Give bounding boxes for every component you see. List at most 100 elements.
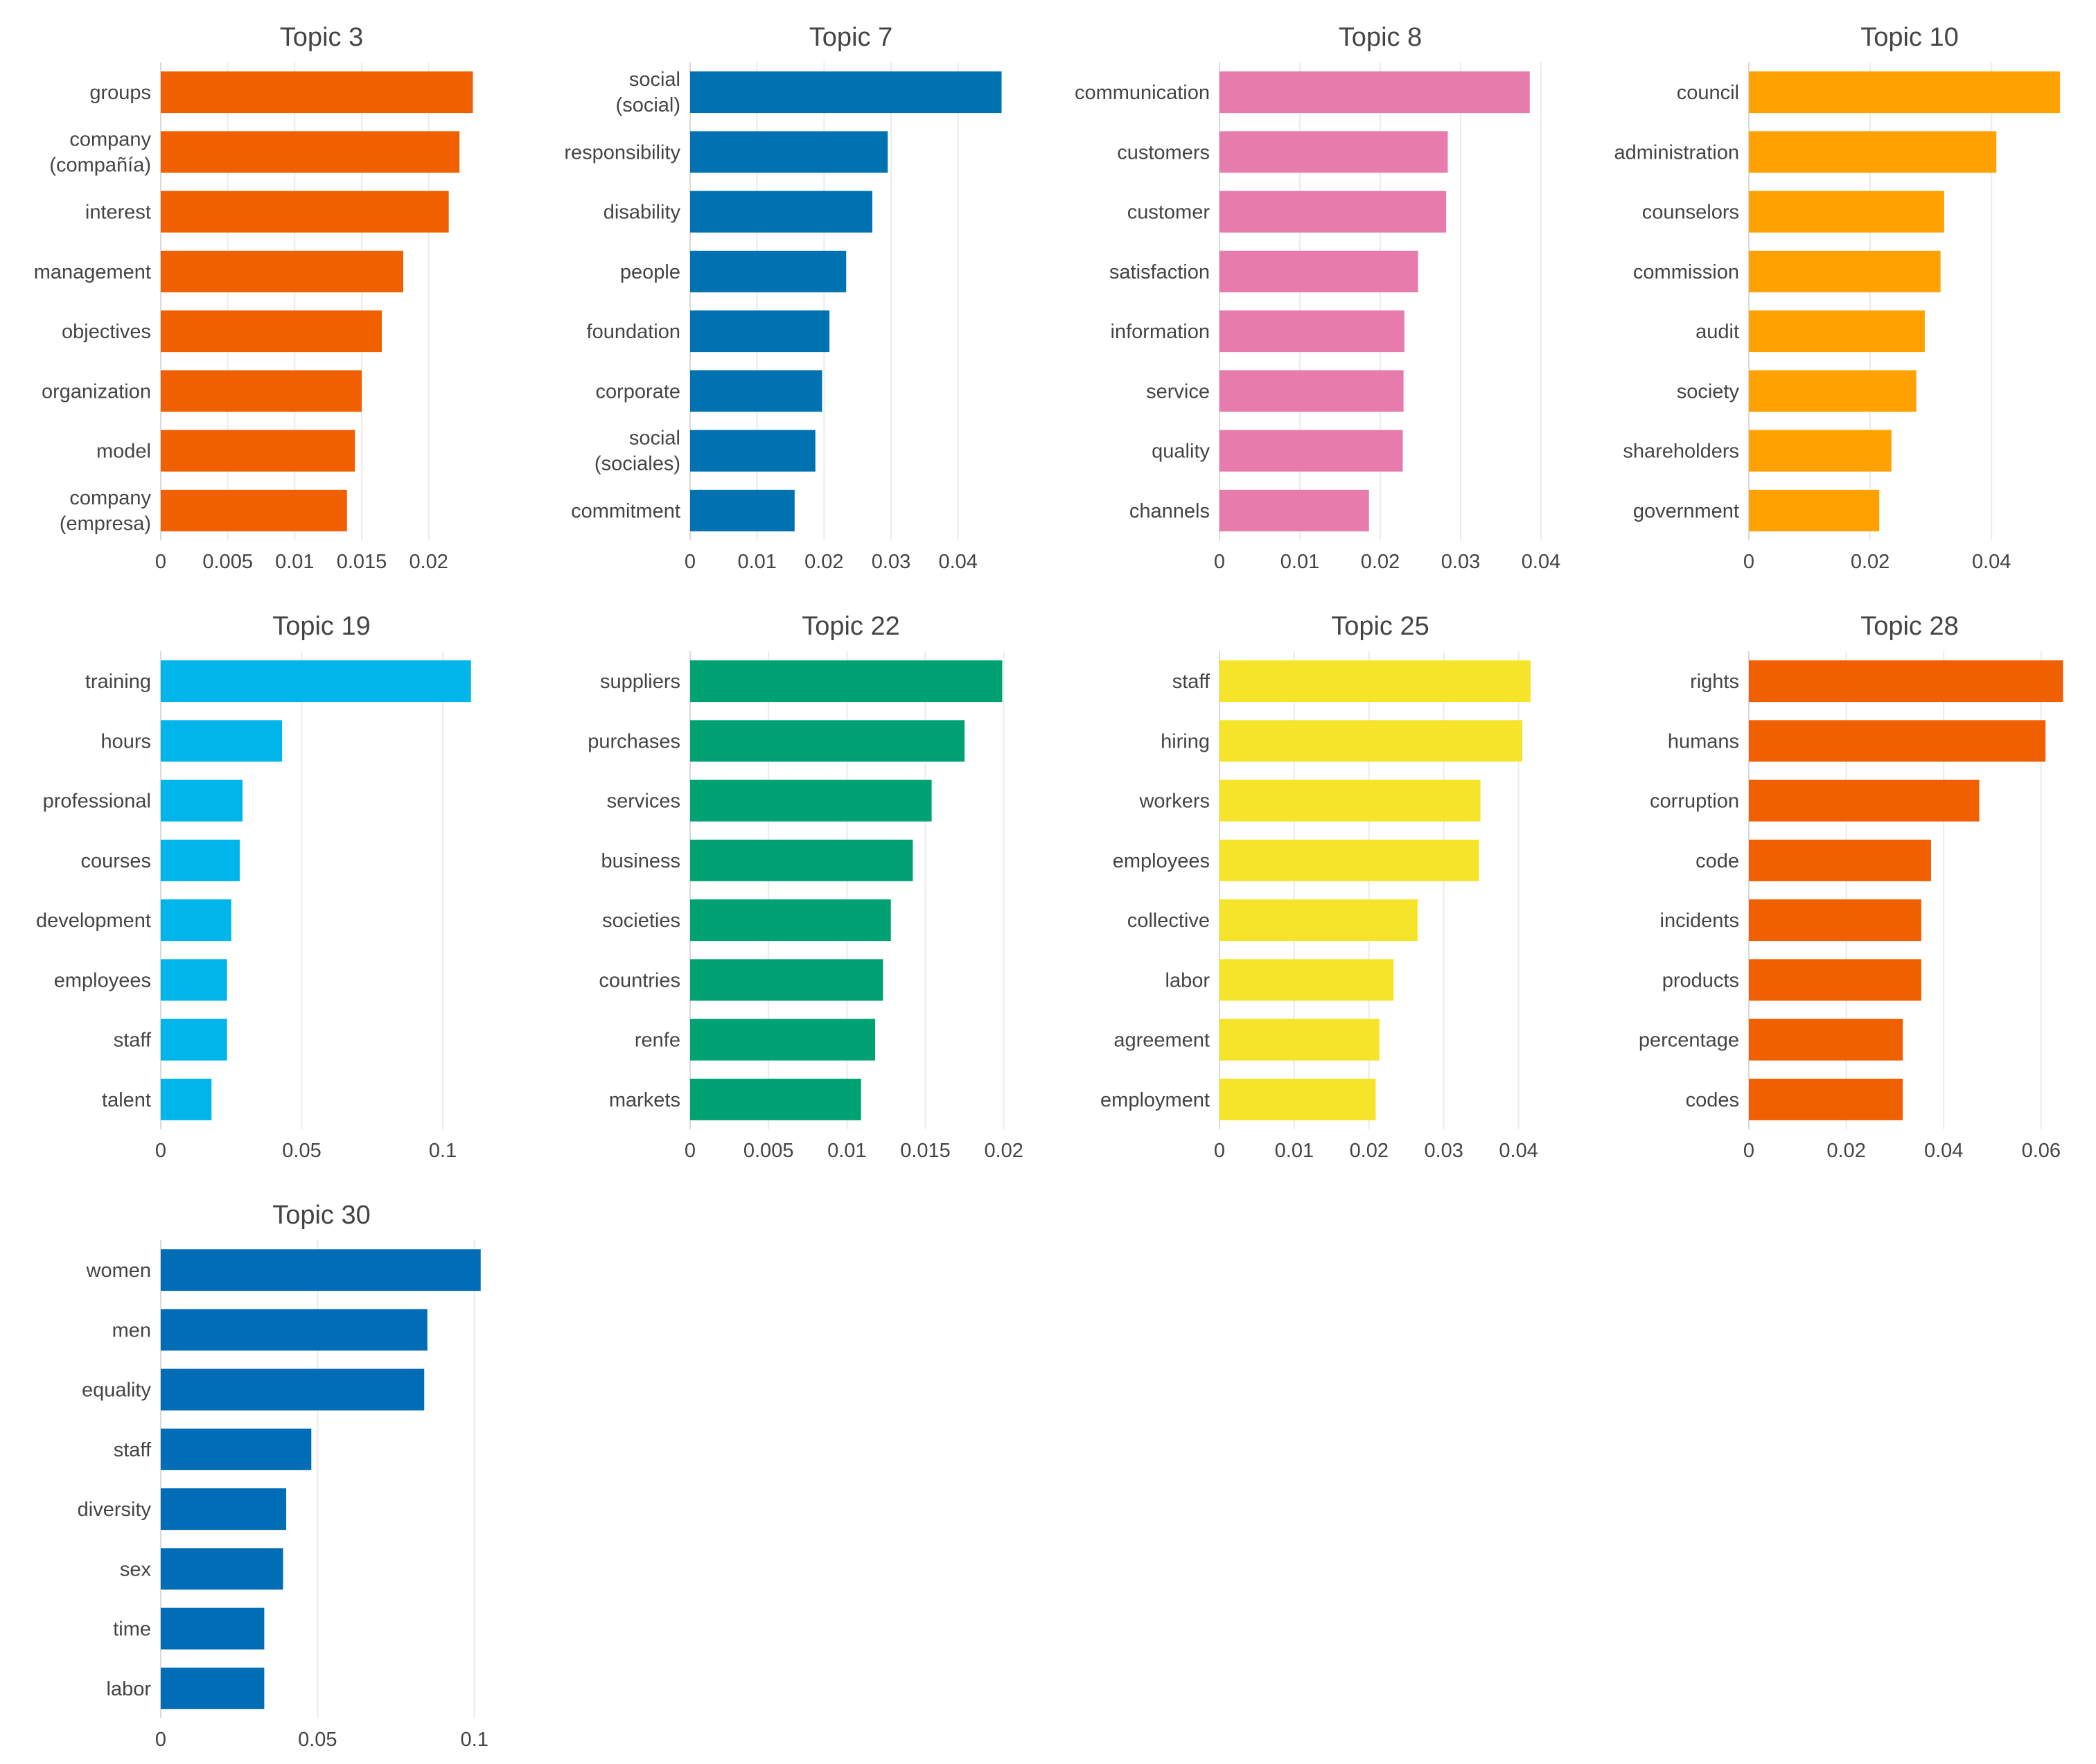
topic-7-bar: [690, 370, 822, 412]
topic-22-category-label: business: [601, 850, 680, 872]
topic-25-bar: [1219, 899, 1418, 942]
topic-28-category-label: rights: [1690, 671, 1739, 693]
topic-10-bar: [1749, 250, 1941, 292]
topic-25-x-tick-label: 0.02: [1350, 1140, 1389, 1162]
topic-22-bar: [690, 959, 883, 1001]
topic-25-chart: Topic 25 0 0.01 0.02 0.03 0.04 staff hiring work…: [1100, 612, 1538, 1162]
topic-10-bar: [1749, 430, 1892, 472]
topic-22-bar: [690, 660, 1003, 703]
topic-7-x-tick-label: 0.02: [804, 551, 843, 573]
topic-10-category-label: society: [1677, 380, 1740, 403]
topic-25-bar: [1219, 959, 1394, 1001]
topic-3-x-tick-label: 0.015: [337, 551, 387, 573]
topic-19-bar: [161, 660, 471, 703]
topic-30-x-tick-label: 0.1: [461, 1729, 488, 1751]
topic-7-bar: [690, 250, 847, 292]
topic-7-bar: [690, 489, 795, 531]
topic-3-x-tick-label: 0.02: [409, 551, 448, 573]
topic-30-bar: [161, 1249, 481, 1291]
topic-22-bar: [690, 1018, 876, 1061]
topic-19-bar: [161, 1018, 227, 1061]
topic-19-category-label: training: [85, 671, 151, 693]
topic-30-chart: Topic 30 0 0.05 0.1 women men equality staff div…: [78, 1201, 488, 1751]
topic-8-x-tick-label: 0: [1214, 551, 1225, 573]
topic-10-title: Topic 10: [1860, 23, 1959, 52]
topic-25-bar: [1219, 1078, 1376, 1120]
topic-10-bar: [1749, 71, 2061, 114]
topic-30-x-tick-label: 0: [155, 1729, 166, 1751]
topic-7-x-tick-label: 0.01: [737, 551, 776, 573]
topic-19-chart: Topic 19 0 0.05 0.1 training hours professiona…: [36, 612, 471, 1162]
topic-3-category-label: groups: [89, 82, 151, 104]
topic-22-x-tick-label: 0.005: [743, 1140, 794, 1162]
topic-22-title: Topic 22: [802, 612, 900, 641]
topic-30-bar: [161, 1488, 287, 1531]
topic-10-bar: [1749, 489, 1880, 531]
topic-3-bar: [161, 370, 362, 412]
topic-3-x-tick-label: 0.01: [275, 551, 314, 573]
topic-30-category-label: sex: [120, 1558, 152, 1580]
topic-7-x-tick-label: 0: [685, 551, 696, 573]
topic-8-title: Topic 8: [1339, 23, 1422, 52]
topic-10-x-tick-label: 0.04: [1972, 551, 2011, 573]
topic-30-bar: [161, 1607, 265, 1650]
topic-10-category-label: administration: [1614, 141, 1739, 164]
topic-3-chart: Topic 3 0 0.005 0.01 0.015 0.02 groups company(…: [34, 23, 473, 573]
topic-19-category-label: talent: [102, 1089, 151, 1111]
topic-8-category-label: channels: [1129, 500, 1210, 522]
topic-22-bar: [690, 899, 891, 942]
topic-25-category-label: staff: [1172, 671, 1210, 693]
topic-3-title: Topic 3: [280, 23, 363, 52]
topic-30-title: Topic 30: [272, 1201, 371, 1230]
topic-28-category-label: codes: [1686, 1089, 1739, 1111]
topic-3-category-label: company (compañía): [49, 128, 151, 176]
topic-19-bar: [161, 959, 227, 1001]
topic-28-category-label: percentage: [1639, 1030, 1739, 1052]
topic-25-x-tick-label: 0: [1214, 1140, 1225, 1162]
topic-10-bar: [1749, 370, 1917, 412]
topic-8-bar: [1219, 250, 1418, 292]
topic-3-bar: [161, 250, 403, 292]
topic-7-title: Topic 7: [809, 23, 892, 52]
topic-10-bar: [1749, 191, 1944, 233]
topic-19-bar: [161, 899, 231, 942]
topic-8-x-tick-label: 0.01: [1280, 551, 1319, 573]
topic-30-category-label: labor: [107, 1678, 152, 1700]
topic-22-x-tick-label: 0.01: [827, 1140, 866, 1162]
topic-19-bar: [161, 839, 240, 881]
topic-3-bar: [161, 71, 473, 114]
topic-3-bar: [161, 310, 382, 353]
topic-25-x-tick-label: 0.03: [1424, 1140, 1463, 1162]
topic-10-category-label: counselors: [1642, 202, 1739, 224]
topic-30-bar: [161, 1548, 283, 1590]
topic-30-category-label: staff: [114, 1439, 152, 1461]
topic-28-category-label: humans: [1668, 730, 1739, 752]
topic-10-x-tick-label: 0: [1743, 551, 1754, 573]
topic-7-bar: [690, 310, 830, 353]
topic-30-category-label: men: [112, 1319, 151, 1341]
topic-19-bar: [161, 720, 283, 762]
topic-8-category-label: communication: [1075, 82, 1210, 104]
topic-25-category-label: workers: [1138, 791, 1210, 813]
topic-30-bar: [161, 1428, 312, 1470]
topic-28-category-label: corruption: [1650, 791, 1739, 813]
topic-22-bar: [690, 779, 932, 822]
topic-30-category-label: equality: [82, 1379, 151, 1402]
topic-19-x-tick-label: 0.1: [429, 1140, 457, 1162]
topic-25-category-label: employees: [1113, 850, 1210, 872]
topic-7-bar: [690, 131, 888, 173]
topic-7-category-label: foundation: [587, 321, 680, 343]
topic-25-bar: [1219, 839, 1479, 881]
topic-8-bar: [1219, 131, 1448, 173]
topic-19-x-tick-label: 0.05: [282, 1140, 321, 1162]
topic-10-category-label: government: [1633, 500, 1739, 522]
topic-28-x-tick-label: 0.02: [1826, 1140, 1865, 1162]
topic-25-bar: [1219, 720, 1523, 762]
topic-3-category-label: organization: [42, 380, 151, 403]
topic-10-category-label: shareholders: [1623, 441, 1739, 463]
topic-7-category-label: commitment: [571, 500, 680, 522]
topic-3-x-tick-label: 0.005: [202, 551, 253, 573]
topic-28-bar: [1749, 959, 1921, 1001]
topic-3-category-label: company (empresa): [60, 487, 152, 535]
